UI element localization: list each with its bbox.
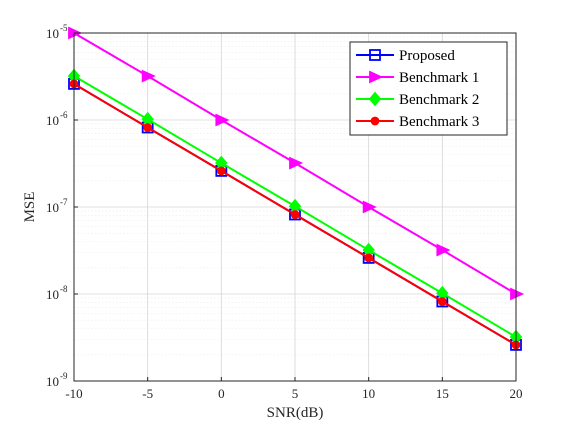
x-tick-label: -5: [142, 386, 153, 401]
x-axis-label: SNR(dB): [267, 405, 324, 421]
series-benchmark-1: [68, 26, 525, 301]
marker-triangle: [369, 70, 384, 84]
marker-square: [369, 49, 381, 61]
marker-triangle: [436, 243, 451, 257]
y-axis-label: MSE: [22, 192, 38, 223]
marker-diamond: [368, 91, 382, 107]
marker-circle: [370, 116, 380, 126]
y-tick-exponent: -8: [60, 284, 68, 294]
marker-triangle: [289, 156, 304, 170]
y-tick-label: 10: [46, 26, 59, 41]
series-benchmark-3: [69, 79, 521, 350]
x-tick-label: 5: [292, 386, 299, 401]
y-tick-label: 10: [46, 374, 59, 389]
x-tick-label: -10: [65, 386, 82, 401]
legend-item-benchmark-1: Benchmark 1: [356, 70, 479, 86]
x-tick-label: 10: [362, 386, 375, 401]
x-tick-label: 20: [510, 386, 523, 401]
marker-circle: [437, 297, 447, 306]
series-group: [67, 26, 525, 351]
y-tick-label: 10: [46, 287, 59, 302]
legend-item-proposed: Proposed: [356, 48, 455, 64]
y-tick-exponent: -9: [60, 371, 68, 381]
legend-item-benchmark-3: Benchmark 3: [356, 114, 479, 130]
marker-triangle: [215, 113, 230, 127]
y-tick-exponent: -7: [60, 197, 68, 207]
y-tick-exponent: -6: [60, 110, 68, 120]
marker-circle: [290, 210, 300, 219]
marker-triangle: [362, 200, 377, 214]
legend-label: Proposed: [399, 48, 455, 64]
y-tick-label: 10: [46, 113, 59, 128]
legend-label: Benchmark 2: [399, 92, 479, 108]
legend: Proposed Benchmark 1 Benchmark 2 Benchmark …: [349, 41, 508, 136]
x-tick-label: 15: [436, 386, 449, 401]
legend-label: Benchmark 3: [399, 114, 479, 130]
y-tick-exponent: -5: [60, 23, 68, 33]
marker-circle: [216, 166, 226, 176]
marker-circle: [364, 253, 374, 263]
legend-label: Benchmark 1: [399, 70, 479, 86]
y-tick-label: 10: [46, 200, 59, 215]
marker-circle: [143, 123, 153, 132]
legend-item-benchmark-2: Benchmark 2: [356, 91, 479, 108]
x-tick-label: 0: [218, 386, 225, 401]
marker-triangle: [141, 69, 156, 83]
